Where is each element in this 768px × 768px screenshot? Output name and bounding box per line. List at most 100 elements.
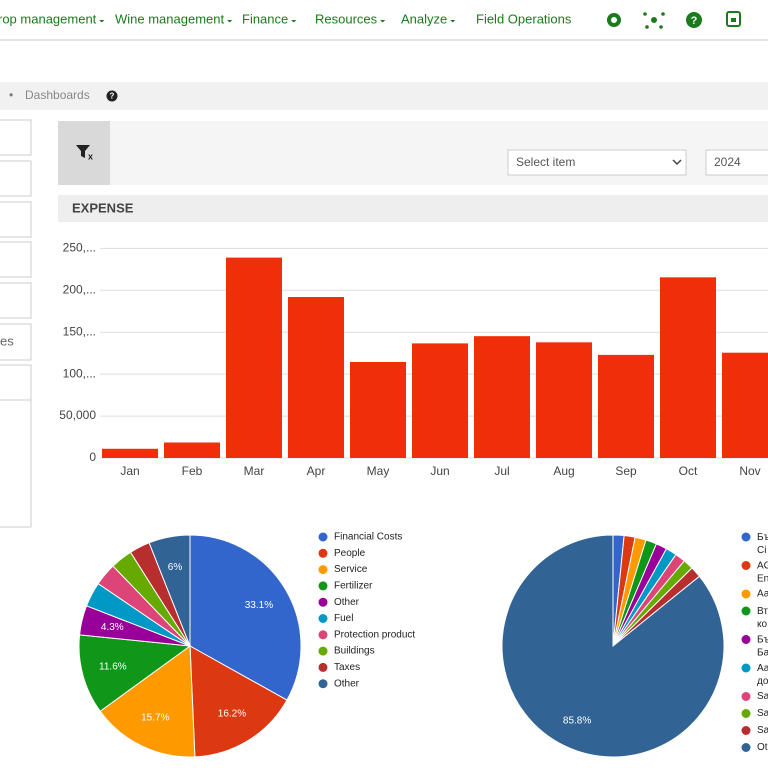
legend-dot	[741, 561, 751, 570]
bar	[350, 361, 406, 458]
nav-item[interactable]: Analyze	[401, 11, 447, 26]
y-tick-label: 100,...	[63, 366, 96, 380]
legend-label: Other	[334, 597, 360, 608]
legend-label: AG En	[757, 560, 768, 584]
legend-label: Buildings	[334, 646, 375, 657]
sidebar-item[interactable]	[0, 201, 32, 238]
pie-slice	[189, 534, 302, 701]
nav-caret	[227, 20, 233, 23]
pie-slice	[501, 534, 725, 758]
select-box[interactable]	[507, 149, 687, 176]
x-tick-label: Sep	[615, 464, 637, 478]
legend-dot	[741, 692, 751, 701]
legend-dot	[741, 663, 751, 673]
bar	[226, 257, 282, 458]
sidebar-item[interactable]	[0, 160, 32, 197]
legend-line: Сі	[757, 545, 766, 556]
legend-label: Ot	[757, 742, 768, 753]
legend-label: Protection product	[334, 629, 415, 640]
year-value: 2024	[714, 155, 741, 169]
settings-hole	[611, 17, 617, 23]
y-tick-label: 0	[89, 450, 96, 464]
legend-line: Вт	[757, 606, 768, 617]
nav-caret	[291, 20, 297, 23]
breadcrumb-dot: •	[9, 88, 13, 102]
sidebar-item[interactable]	[0, 241, 32, 278]
slice-label: 33.1%	[245, 600, 273, 611]
nav-item[interactable]: Finance	[242, 11, 288, 26]
legend-dot	[741, 532, 751, 542]
legend-line: Аа	[757, 663, 768, 674]
panel-header	[58, 195, 768, 222]
legend-label: Sa	[757, 708, 768, 719]
y-tick-label: 50,000	[59, 408, 96, 422]
legend-line: Ба	[757, 647, 768, 658]
legend-label: Аа до	[757, 663, 768, 687]
legend-line: ко	[757, 619, 767, 630]
nav-caret	[450, 20, 456, 23]
help-glyph: ?	[691, 15, 698, 27]
nav-caret	[99, 20, 105, 23]
x-tick-label: Aug	[553, 464, 574, 478]
x-tick-label: Oct	[679, 464, 698, 478]
slice-label: 11.6%	[99, 661, 127, 672]
pie-slice	[78, 634, 192, 712]
y-tick-label: 200,...	[63, 282, 96, 296]
sidebar-item[interactable]	[0, 119, 32, 156]
sidebar-item[interactable]	[0, 364, 32, 401]
network-node	[659, 25, 663, 29]
legend-dot	[741, 635, 751, 644]
nav-item[interactable]: rop management	[0, 11, 97, 26]
calendar-icon[interactable]	[726, 11, 741, 27]
sidebar-item[interactable]	[0, 323, 32, 361]
calendar-day	[731, 18, 736, 22]
bar	[660, 277, 716, 458]
breadcrumb-bar	[0, 82, 768, 110]
slice-label: 16.2%	[218, 709, 246, 720]
nav-item[interactable]: Field Operations	[476, 11, 572, 26]
legend-dot	[318, 662, 328, 672]
nav-item[interactable]: Resources	[315, 11, 378, 26]
network-node	[645, 25, 649, 29]
pie-slice	[189, 645, 288, 758]
legend-dot	[741, 589, 751, 599]
legend-line: AG	[757, 560, 768, 571]
legend-dot	[741, 606, 751, 616]
x-tick-label: Apr	[307, 464, 326, 478]
legend-label: Sa	[757, 725, 768, 736]
network-node	[661, 12, 665, 16]
legend-label: Вт ко	[757, 606, 768, 630]
slice-label: 4.3%	[101, 622, 124, 633]
legend-label: Бъ Сі	[757, 532, 768, 556]
help-icon[interactable]	[686, 12, 702, 28]
legend-dot	[318, 614, 328, 623]
x-tick-label: Jul	[494, 464, 509, 478]
breadcrumb-help[interactable]	[106, 90, 118, 102]
x-tick-label: Mar	[244, 464, 265, 478]
legend-dot	[318, 532, 328, 542]
legend-dot	[741, 743, 751, 752]
bar	[722, 352, 768, 458]
legend-dot	[741, 726, 751, 735]
breadcrumb[interactable]: Dashboards	[25, 88, 90, 102]
year-box[interactable]	[705, 149, 768, 176]
y-tick-label: 150,...	[63, 324, 96, 338]
sidebar	[0, 119, 32, 528]
legend-dot	[318, 581, 328, 591]
network-icon[interactable]	[651, 17, 657, 23]
x-tick-label: Jun	[430, 464, 449, 478]
nav-item[interactable]: Wine management	[115, 11, 224, 26]
nav-caret	[380, 20, 386, 23]
legend-label: Taxes	[334, 662, 360, 673]
legend-label: Бъ Ба	[757, 634, 768, 658]
sidebar-item[interactable]	[0, 282, 32, 319]
help-glyph: ?	[110, 92, 115, 101]
y-tick-label: 250,...	[63, 241, 96, 255]
legend-line: до	[757, 676, 768, 687]
legend-dot	[318, 679, 328, 689]
legend-label: Financial Costs	[334, 532, 402, 543]
pie-slice	[99, 645, 196, 758]
bar	[102, 448, 158, 458]
legend-dot	[318, 630, 328, 640]
